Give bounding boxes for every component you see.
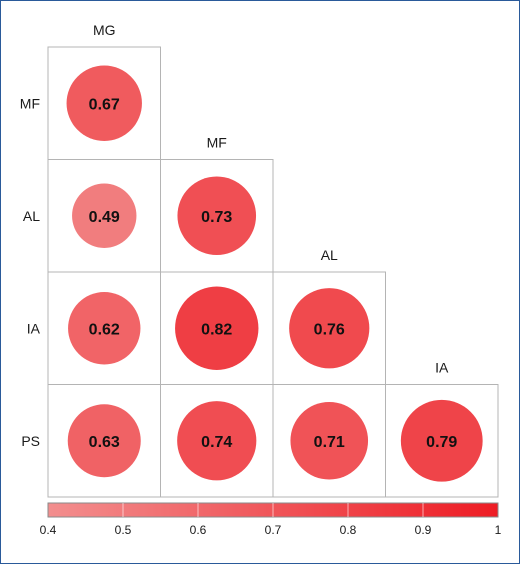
row-label-ps: PS [21,433,40,449]
value-label-ps-mg: 0.63 [89,434,120,451]
colorbar-tick-label-2: 0.6 [190,523,207,537]
value-label-ia-al: 0.76 [314,321,345,338]
row-label-ia: IA [27,320,41,336]
colorbar-tick-label-5: 0.9 [415,523,432,537]
correlation-circle-al-mg [72,183,137,248]
correlation-circle-ia-al [289,288,370,369]
colorbar: 0.4 0.5 0.6 0.7 0.8 0.9 1 [40,502,502,537]
column-label-mf: MF [207,135,227,151]
colorbar-tick-label-0: 0.4 [40,523,57,537]
column-label-ia: IA [435,360,449,376]
column-label-mg: MG [93,22,116,38]
colorbar-tick-label-4: 0.8 [340,523,357,537]
value-label-mf-mg: 0.67 [89,96,120,113]
value-label-al-mf: 0.73 [201,209,232,226]
correlation-circle-mf-mg [66,65,142,141]
correlation-circle-ia-mg [68,292,141,365]
column-label-al: AL [321,247,338,263]
value-label-ia-mf: 0.82 [201,321,232,338]
correlation-circle-ia-mf [175,286,259,370]
correlation-circle-al-mf [177,176,257,256]
row-label-mf: MF [20,95,40,111]
grid-layer [47,46,499,498]
correlation-circle-ps-mf [177,401,257,481]
value-label-ps-al: 0.71 [314,434,345,451]
correlation-circle-ps-ia [400,399,483,482]
value-label-ia-mg: 0.62 [89,321,120,338]
value-label-ps-ia: 0.79 [426,434,457,451]
colorbar-tick-label-3: 0.7 [265,523,282,537]
colorbar-tick-label-6: 1 [495,523,502,537]
correlation-circle-ps-al [290,401,369,480]
value-label-al-mg: 0.49 [89,209,120,226]
circle-layer [66,65,483,482]
colorbar-tick-label-1: 0.5 [115,523,132,537]
row-label-al: AL [23,208,40,224]
value-label-ps-mf: 0.74 [201,434,232,451]
correlation-circle-ps-mg [67,404,141,478]
cell-frame-ps-ia [385,384,499,498]
label-layer: MG MF AL IA MF AL IA PS 0.67 0.49 0.73 0.62 0.82 0.76… [20,22,458,451]
